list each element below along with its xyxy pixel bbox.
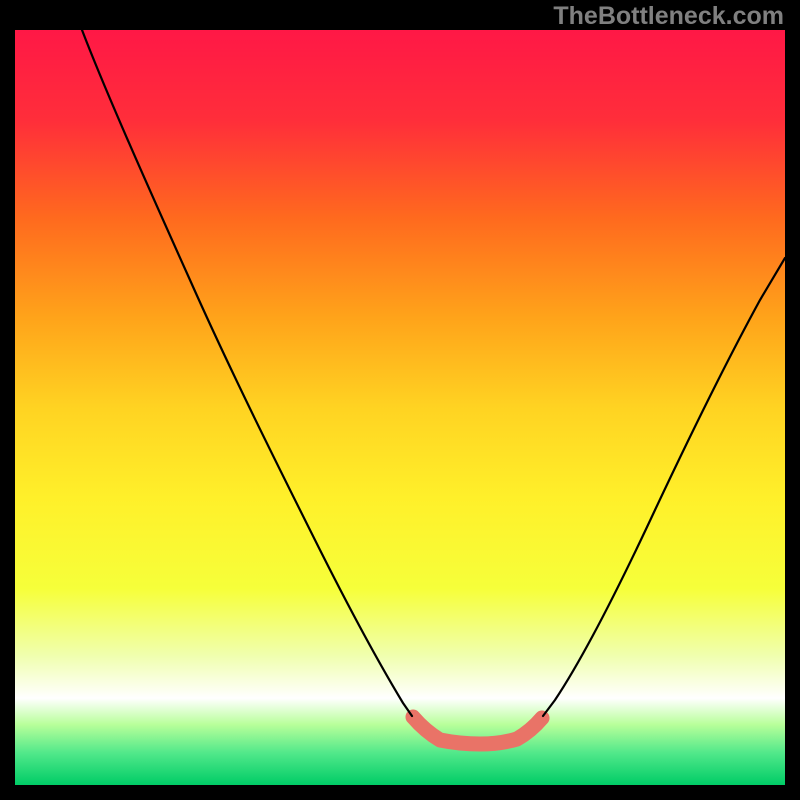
chart-container: TheBottleneck.com <box>0 0 800 800</box>
plot-area <box>15 30 785 785</box>
watermark-text: TheBottleneck.com <box>553 2 784 31</box>
curve-layer <box>15 30 785 785</box>
highlight-segment <box>413 717 542 744</box>
curve-right-branch <box>543 258 785 716</box>
curve-left-branch <box>82 30 412 716</box>
